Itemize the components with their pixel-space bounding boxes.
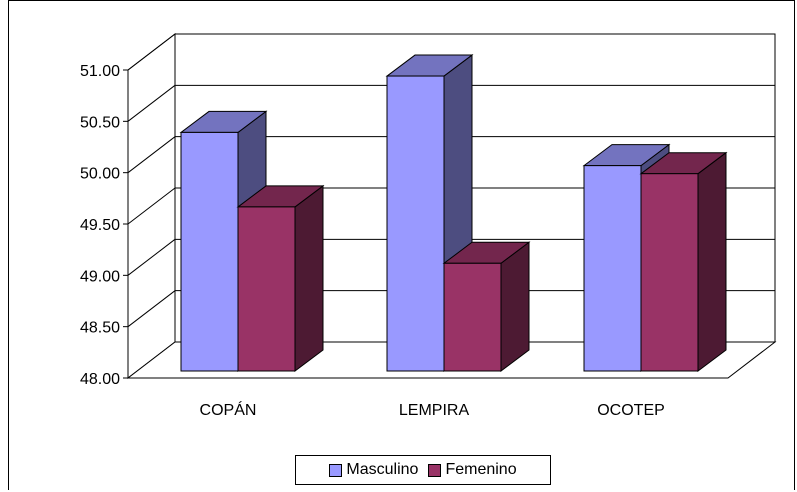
x-category-label: COPÁN bbox=[200, 400, 257, 419]
y-tick-label: 49.00 bbox=[80, 268, 120, 285]
gridline-side bbox=[127, 187, 176, 225]
bar-femenino-lempira bbox=[443, 262, 502, 372]
gridline-side bbox=[127, 136, 176, 174]
bar-side-femenino-copán bbox=[294, 184, 324, 372]
legend-swatch-masculino bbox=[329, 463, 343, 477]
legend: Masculino Femenino bbox=[295, 455, 551, 485]
y-tick-label: 49.50 bbox=[80, 217, 120, 234]
y-tick-label: 50.00 bbox=[80, 166, 120, 183]
gridline-side bbox=[127, 84, 176, 122]
bar-masculino-ocotep bbox=[583, 165, 642, 372]
legend-swatch-femenino bbox=[428, 463, 442, 477]
bar-femenino-copán bbox=[237, 206, 296, 372]
bar-masculino-lempira bbox=[386, 75, 445, 372]
legend-label-masculino: Masculino bbox=[346, 461, 419, 478]
y-tick-label: 48.50 bbox=[80, 320, 120, 337]
bar-masculino-copán bbox=[180, 131, 239, 372]
legend-label-femenino: Femenino bbox=[445, 461, 517, 478]
bar-chart: 48.00 48.50 49.00 49.50 50.00 50.50 51.00 COPÁN… bbox=[80, 32, 777, 419]
y-tick-label: 48.00 bbox=[80, 371, 120, 388]
legend-item-femenino: Femenino bbox=[428, 461, 517, 479]
legend-item-masculino: Masculino bbox=[329, 461, 418, 479]
bar-femenino-ocotep bbox=[640, 173, 699, 372]
bar-side-femenino-lempira bbox=[500, 241, 530, 372]
chart-frame: 48.00 48.50 49.00 49.50 50.00 50.50 51.00 COPÁN… bbox=[8, 0, 795, 490]
x-category-label: OCOTEP bbox=[597, 402, 665, 419]
x-category-label: LEMPIRA bbox=[399, 402, 470, 419]
y-tick-label: 51.00 bbox=[80, 63, 120, 80]
gridline-side bbox=[127, 33, 176, 71]
gridline-side bbox=[127, 290, 176, 328]
gridline-side bbox=[127, 238, 176, 276]
y-tick-label: 50.50 bbox=[80, 114, 120, 131]
bar-side-femenino-ocotep bbox=[697, 151, 727, 372]
